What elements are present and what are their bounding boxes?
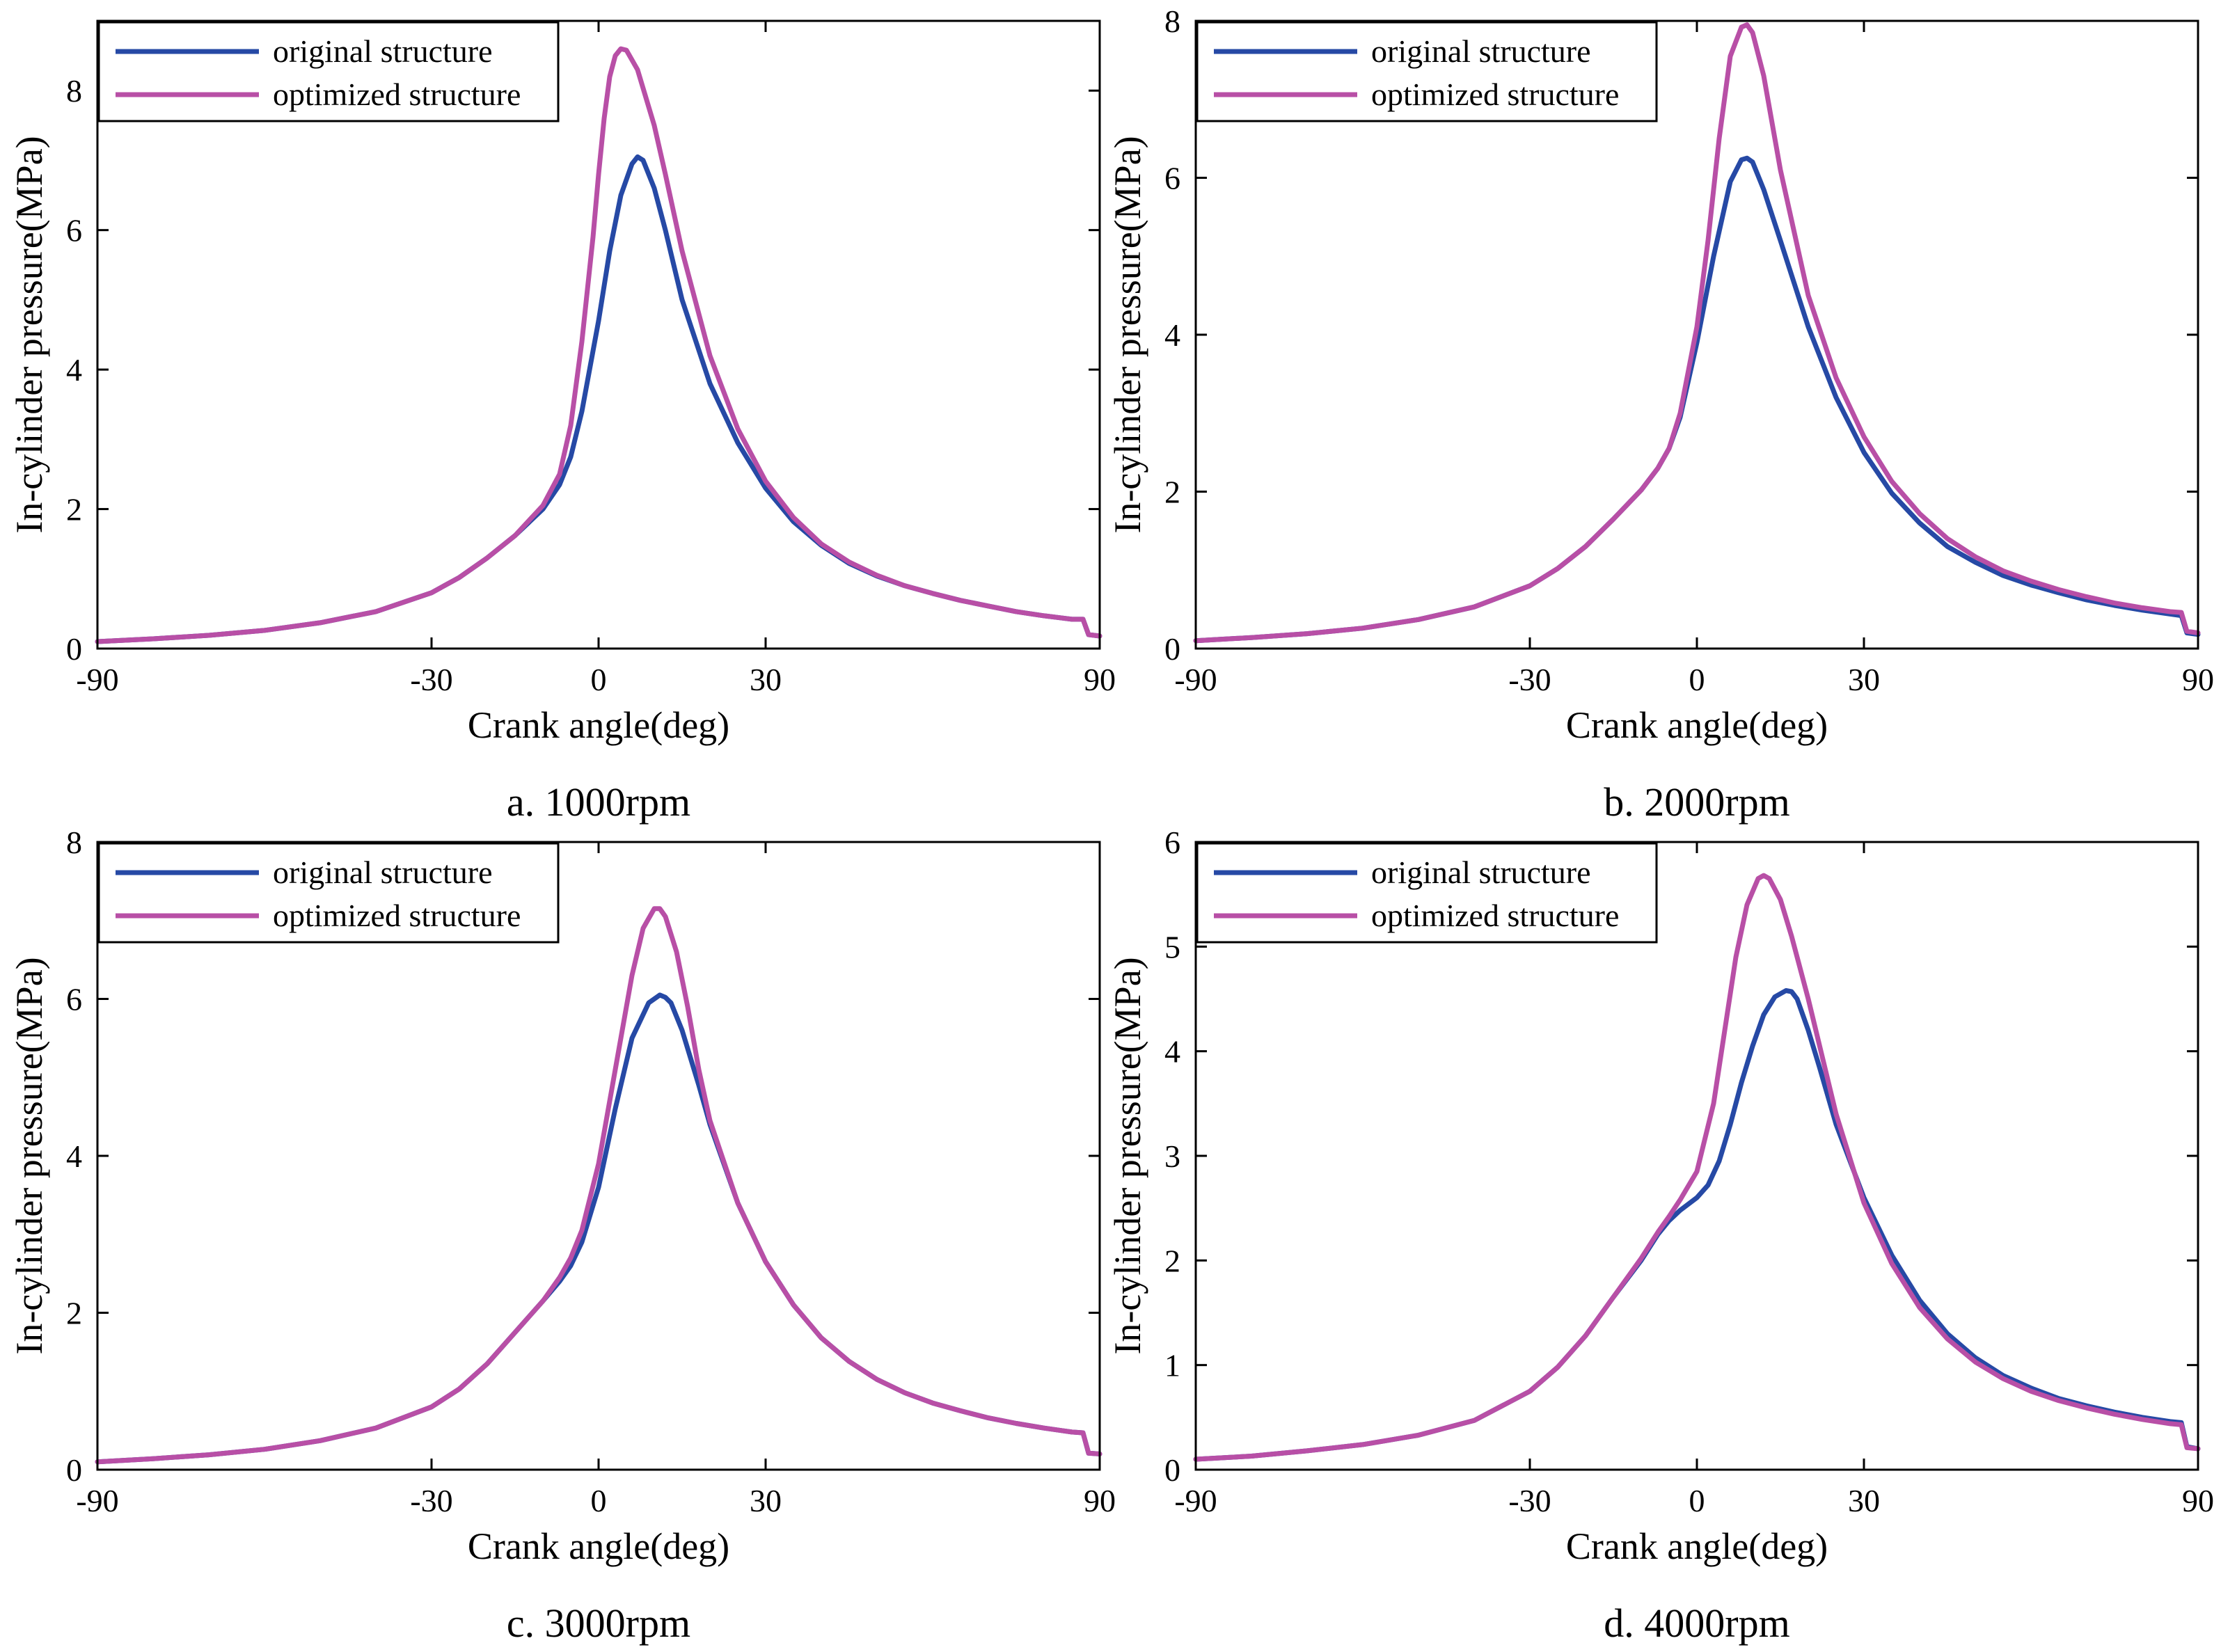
x-tick-label: 30 [1848, 1483, 1880, 1518]
y-tick-label: 0 [66, 631, 82, 667]
legend: original structure optimized structure [1196, 21, 1658, 122]
x-tick-label: -30 [410, 662, 452, 697]
legend-label-optimized: optimized structure [1371, 898, 1619, 933]
y-tick-label: 4 [1164, 317, 1180, 353]
legend-label-original: original structure [273, 855, 493, 890]
x-tick-label: -90 [1174, 1483, 1217, 1518]
series-line-original [95, 154, 1102, 644]
panel-caption: c. 3000rpm [507, 1601, 690, 1646]
x-tick-label: 90 [2182, 1483, 2214, 1518]
legend-label-optimized: optimized structure [273, 77, 521, 112]
legend: original structure optimized structure [1196, 842, 1658, 944]
panel-caption: a. 1000rpm [507, 779, 690, 825]
y-tick-label: 6 [66, 982, 82, 1017]
y-tick-label: 2 [66, 492, 82, 527]
y-tick-label: 0 [1164, 631, 1180, 667]
y-tick-label: 2 [1164, 475, 1180, 510]
x-tick-label: -90 [76, 1483, 118, 1518]
series-line-optimized [1193, 22, 2201, 644]
x-axis-label: Crank angle(deg) [1566, 1525, 1828, 1567]
y-tick-label: 8 [1164, 3, 1180, 39]
x-tick-label: -30 [1508, 1483, 1551, 1518]
series-line-original [1193, 155, 2201, 644]
y-tick-label: 4 [66, 352, 82, 388]
x-tick-label: 0 [1689, 662, 1705, 697]
legend-label-original: original structure [273, 33, 493, 69]
x-tick-label: 0 [1689, 1483, 1705, 1518]
x-tick-label: 30 [750, 1483, 782, 1518]
legend-label-original: original structure [1371, 33, 1591, 69]
series-line-original [1193, 988, 2201, 1462]
legend-label-optimized: optimized structure [273, 898, 521, 933]
y-tick-label: 3 [1164, 1138, 1180, 1174]
x-tick-label: -90 [1174, 662, 1217, 697]
y-tick-label: 4 [1164, 1034, 1180, 1070]
panel-caption: b. 2000rpm [1604, 779, 1789, 825]
chart-panel-2: -90 -30 0 30 90 0 2 4 6 8 Crank angle(deg) In-cylin… [1107, 3, 2214, 825]
y-axis-label: In-cylinder pressure(MPa) [8, 136, 50, 533]
y-tick-label: 1 [1164, 1348, 1180, 1383]
panel-caption: d. 4000rpm [1604, 1601, 1789, 1646]
x-tick-label: -30 [1508, 662, 1551, 697]
y-axis-label: In-cylinder pressure(MPa) [1107, 957, 1148, 1354]
chart-panel-4: -90 -30 0 30 90 0 1 2 3 4 5 6 Crank angle(deg) In-cyl… [1107, 825, 2214, 1646]
legend-box [97, 21, 560, 122]
series-line-optimized [1193, 873, 2201, 1462]
x-tick-label: 0 [591, 1483, 607, 1518]
legend-box [97, 842, 560, 944]
x-tick-label: -90 [76, 662, 118, 697]
y-tick-label: 2 [1164, 1243, 1180, 1278]
x-axis-label: Crank angle(deg) [1566, 704, 1828, 746]
y-tick-label: 0 [1164, 1452, 1180, 1488]
legend-box [1196, 21, 1658, 122]
x-tick-label: 30 [750, 662, 782, 697]
series-line-optimized [95, 46, 1102, 644]
x-tick-label: 90 [1084, 1483, 1116, 1518]
chart-panel-1: -90 -30 0 30 90 0 2 4 6 8 Crank angle(deg) In-cylin… [8, 19, 1116, 825]
legend: original structure optimized structure [97, 21, 560, 122]
y-tick-label: 4 [66, 1138, 82, 1174]
y-axis-label: In-cylinder pressure(MPa) [8, 957, 50, 1354]
x-tick-label: -30 [410, 1483, 452, 1518]
y-tick-label: 8 [66, 73, 82, 109]
y-tick-label: 6 [66, 213, 82, 248]
x-axis-label: Crank angle(deg) [468, 704, 729, 746]
x-tick-label: 90 [1084, 662, 1116, 697]
x-tick-label: 30 [1848, 662, 1880, 697]
legend-label-optimized: optimized structure [1371, 77, 1619, 112]
chart-panel-3: -90 -30 0 30 90 0 2 4 6 8 Crank angle(deg) In-cylin… [8, 825, 1116, 1646]
series-line-original [95, 992, 1102, 1465]
legend-box [1196, 842, 1658, 944]
y-tick-label: 8 [66, 825, 82, 860]
legend-label-original: original structure [1371, 855, 1591, 890]
y-tick-label: 5 [1164, 929, 1180, 964]
legend: original structure optimized structure [97, 842, 560, 944]
y-tick-label: 2 [66, 1296, 82, 1331]
series-line-optimized [95, 906, 1102, 1465]
y-tick-label: 6 [1164, 161, 1180, 196]
y-axis-label: In-cylinder pressure(MPa) [1107, 136, 1148, 533]
x-axis-label: Crank angle(deg) [468, 1525, 729, 1567]
x-tick-label: 0 [591, 662, 607, 697]
y-tick-label: 6 [1164, 825, 1180, 860]
y-tick-label: 0 [66, 1452, 82, 1488]
x-tick-label: 90 [2182, 662, 2214, 697]
